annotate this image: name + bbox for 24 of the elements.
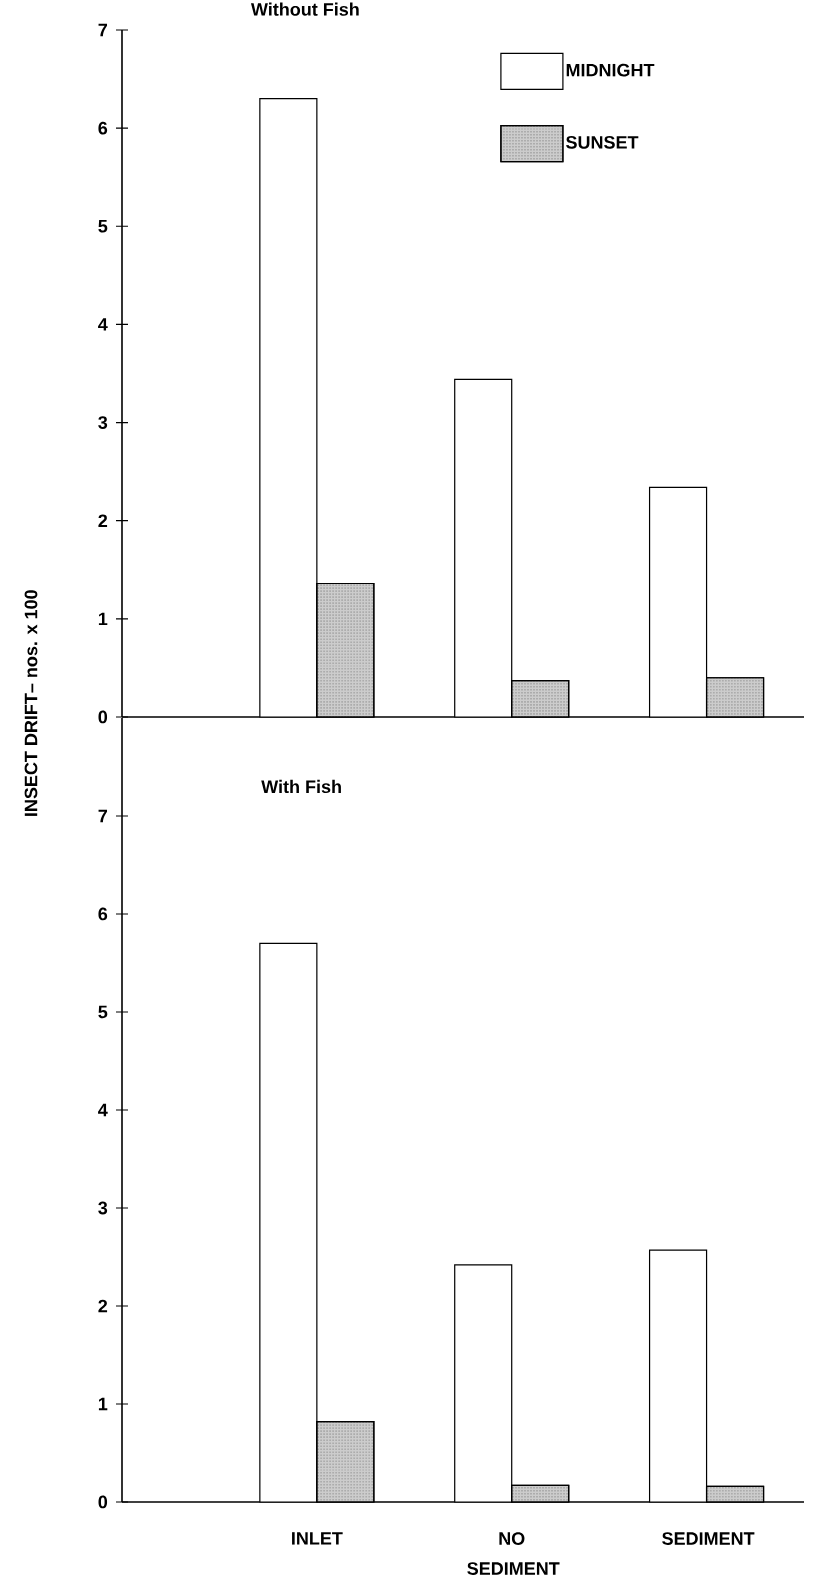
y-tick-label: 4 xyxy=(98,1103,108,1117)
legend-label: MIDNIGHT xyxy=(566,63,655,77)
y-tick-label: 2 xyxy=(98,1299,108,1313)
y-tick-label: 2 xyxy=(98,514,108,527)
y-tick-label: 7 xyxy=(98,23,108,37)
x-tick-label: SEDIMENT xyxy=(662,1532,755,1545)
x-tick-label: INLET xyxy=(292,1532,343,1545)
y-tick-label: 3 xyxy=(98,416,108,429)
y-tick-label: 1 xyxy=(98,612,108,626)
y-tick-label: 6 xyxy=(98,121,108,135)
y-tick-label: 6 xyxy=(98,907,108,921)
y-tick-label: 1 xyxy=(98,1397,108,1411)
y-tick-label: 0 xyxy=(98,1495,108,1509)
y-tick-label: 5 xyxy=(98,1005,108,1019)
y-tick-label: 7 xyxy=(98,809,108,823)
x-tick-label: NO SEDIMENT xyxy=(467,1532,560,1575)
y-tick-label: 5 xyxy=(98,219,108,233)
y-tick-label: 0 xyxy=(98,710,108,724)
y-tick-label: 4 xyxy=(98,318,108,331)
y-axis-title: INSECT DRIFT– nos. x 100 xyxy=(24,590,38,816)
y-tick-label: 3 xyxy=(98,1201,108,1215)
text: With Fish xyxy=(261,779,341,794)
legend-label: SUNSET xyxy=(566,135,639,149)
chart-title: Without Fish xyxy=(250,2,359,16)
